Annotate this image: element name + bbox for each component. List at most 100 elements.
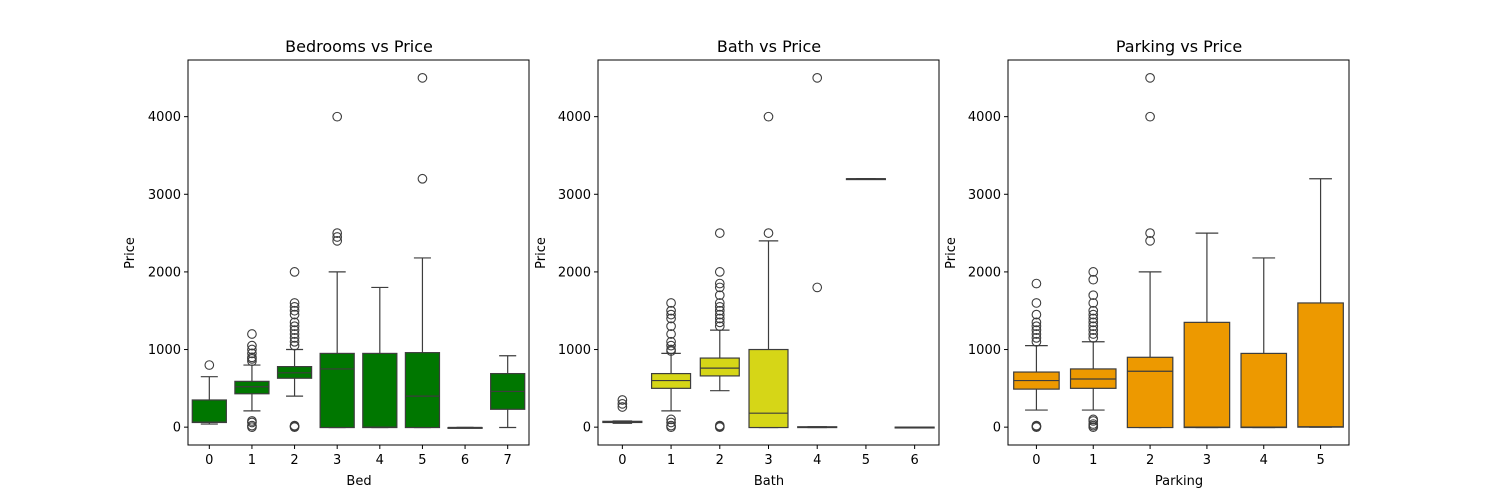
y-tick-label: 4000 [148,110,181,125]
outlier-point [204,360,215,370]
outlier-point [714,290,725,301]
outlier-point [1031,321,1042,332]
y-tick-label: 2000 [148,265,181,280]
outlier-point [666,344,676,355]
x-tick-label: 0 [205,453,213,468]
outlier-point [1031,336,1042,347]
panel-title: Bath vs Price [717,37,821,56]
outlier-point [332,232,343,242]
outlier-point [1031,333,1042,343]
box-iqr [699,357,740,377]
outlier-point [1031,309,1042,320]
outlier-point [666,417,676,428]
x-tick-label: 0 [618,453,626,468]
outlier-point [714,420,725,431]
outlier-point [1088,267,1099,277]
x-tick-label: 5 [418,453,426,468]
box-3 [1183,232,1231,429]
y-tick-label: 0 [173,421,181,436]
outlier-point [1145,228,1155,238]
outlier-point [714,309,725,320]
axes-frame [597,59,940,446]
outlier-point [1031,298,1042,308]
x-tick-label: 2 [716,453,724,468]
box-iqr [191,399,227,424]
box-3 [748,111,789,429]
box-5 [404,73,441,429]
outlier-point [1031,325,1042,335]
box-iqr [1240,352,1288,429]
outlier-point [289,340,300,351]
outlier-point [1031,317,1042,328]
x-tick-label: 2 [290,453,298,468]
axes-frame [187,59,530,446]
outlier-point [247,340,257,351]
outlier-point [289,309,300,320]
x-tick-label: 2 [1146,453,1154,468]
x-tick-label: 5 [1316,453,1324,468]
outlier-point [666,298,676,308]
outlier-point [714,301,725,312]
outlier-point [247,344,257,355]
y-tick-label: 2000 [558,265,591,280]
outlier-point [332,228,343,238]
outlier-point [289,321,300,332]
outlier-point [666,414,676,425]
box-1 [650,298,692,432]
outlier-point [1088,298,1099,308]
box-6 [447,426,483,429]
outlier-point [714,282,725,293]
y-axis-label: Price [534,237,549,269]
y-tick-label: 3000 [148,188,181,203]
box-0 [602,395,643,424]
outlier-point [617,399,628,409]
x-tick-label: 6 [911,453,919,468]
y-tick-label: 2000 [968,265,1001,280]
outlier-point [714,228,725,238]
outlier-point [617,402,628,412]
outlier-point [289,305,300,316]
panel-parking: Parking vs Price Parking Price 0 1000 2000… [944,37,1350,489]
box-3 [319,111,355,429]
x-tick-label: 1 [1089,453,1097,468]
box-iqr [404,352,441,429]
x-tick-label: 0 [1032,453,1040,468]
outlier-point [666,305,676,316]
box-iqr [1297,302,1344,428]
x-tick-label: 3 [1203,453,1211,468]
outlier-point [763,228,774,238]
outlier-point [247,416,257,426]
x-tick-label: 4 [376,453,384,468]
panel-title: Bedrooms vs Price [285,37,433,56]
y-tick-label: 3000 [968,188,1001,203]
outlier-point [1031,278,1042,289]
box-0 [191,360,227,425]
outlier-point [666,309,676,320]
y-tick-label: 0 [993,421,1001,436]
outlier-point [289,336,300,347]
y-axis-label: Price [123,237,138,269]
x-tick-label: 7 [504,453,512,468]
x-tick-label: 3 [764,453,772,468]
y-tick-label: 0 [583,421,591,436]
outlier-point [1088,329,1099,339]
outlier-point [1088,305,1099,316]
box-2 [276,267,313,432]
y-tick-label: 1000 [148,343,181,358]
outlier-point [247,348,257,359]
x-axis-label: Bed [346,474,371,489]
outlier-point [332,236,343,246]
panel-bedrooms: Bedrooms vs Price Bed Price 0 1000 2000 300… [123,37,530,489]
box-iqr [362,352,398,429]
y-tick-label: 4000 [968,110,1001,125]
outlier-point [1088,274,1099,285]
outlier-point [812,282,823,293]
outlier-point [417,73,428,83]
box-4 [797,73,838,429]
outlier-point [666,321,676,332]
outlier-point [289,333,300,343]
outlier-point [289,301,300,312]
box-2 [1126,73,1174,429]
x-tick-label: 6 [461,453,469,468]
